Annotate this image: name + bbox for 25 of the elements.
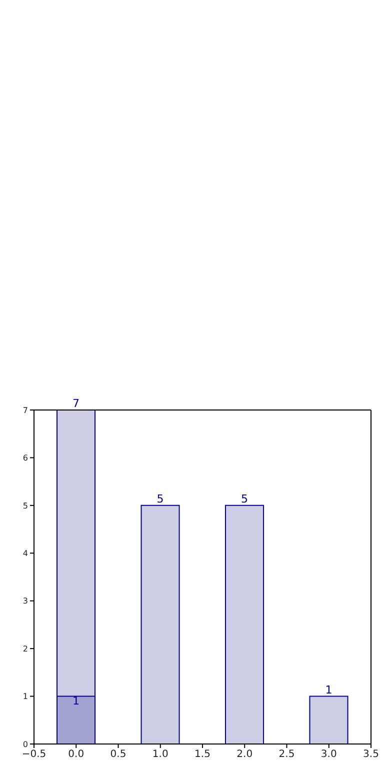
x-tick-label: −0.5: [22, 749, 46, 760]
data-label: 5: [156, 492, 164, 506]
x-tick-label: 1.0: [152, 749, 168, 760]
data-label: 1: [325, 683, 332, 696]
x-tick-label: 0.0: [68, 749, 84, 760]
y-tick-label: 2: [22, 644, 28, 654]
y-tick-label: 4: [22, 548, 28, 558]
y-tick-label: 7: [22, 406, 28, 415]
bar: [140, 504, 180, 744]
x-tick-label: 2.5: [278, 749, 295, 760]
x-tick-label: 3.0: [320, 749, 337, 760]
x-tick-label: 2.0: [236, 749, 253, 760]
y-tick-label: 5: [22, 501, 28, 510]
y-tick-label: 6: [22, 454, 28, 463]
x-tick-label: 1.5: [194, 749, 210, 760]
y-tick-label: 0: [22, 740, 28, 749]
y-tick-label: 3: [22, 596, 28, 606]
bar: [225, 504, 264, 744]
x-tick-label: 0.5: [110, 749, 126, 760]
data-label: 7: [72, 397, 80, 410]
bar: [309, 696, 348, 744]
y-tick-label: 1: [22, 692, 28, 702]
data-label: 1: [72, 694, 80, 708]
data-label: 5: [241, 492, 248, 506]
x-tick-label: 3.5: [363, 749, 379, 760]
